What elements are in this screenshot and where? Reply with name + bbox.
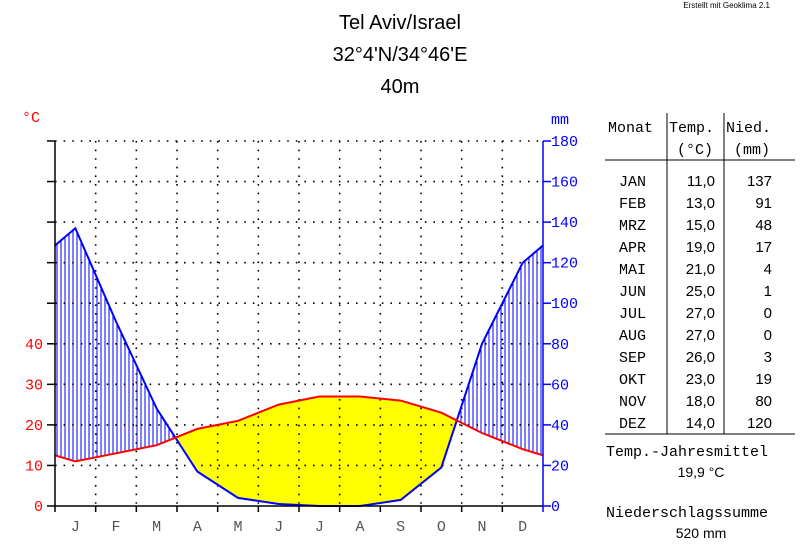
table-temp: 15,0 — [686, 217, 715, 234]
right-tick-label: 80 — [551, 337, 569, 354]
chart-coordinates: 32°4'N/34°46'E — [332, 44, 468, 66]
credit-text: Erstellt mit Geoklima 2.1 — [683, 1, 770, 10]
table-precip: 19 — [755, 371, 772, 388]
right-tick-label: 60 — [551, 377, 569, 394]
table-precip: 48 — [755, 217, 772, 234]
annual-precipitation: Niederschlagssumme 520 mm — [606, 505, 796, 541]
table-temp: 21,0 — [686, 261, 715, 278]
right-tick-label: 180 — [551, 134, 578, 151]
right-tick-label: 40 — [551, 418, 569, 435]
table-month: SEP — [619, 350, 646, 367]
temperature-line — [55, 395, 543, 463]
table-header: Nied. — [726, 120, 771, 137]
table-temp: 23,0 — [686, 371, 715, 388]
table-month: FEB — [619, 196, 646, 213]
annual-temperature: Temp.-Jahresmittel 19,9 °C — [606, 444, 796, 480]
table-temp: 19,0 — [686, 239, 715, 256]
table-temp: 11,0 — [687, 173, 715, 190]
table-precip: 3 — [764, 349, 772, 366]
month-label: F — [111, 519, 120, 536]
right-tick-label: 0 — [551, 499, 560, 516]
table-precip: 4 — [764, 261, 772, 278]
table-temp: 26,0 — [686, 349, 715, 366]
arid-fill — [176, 396, 456, 506]
table-temp: 27,0 — [686, 327, 715, 344]
table-temp: 14,0 — [686, 415, 715, 432]
right-tick-label: 140 — [551, 215, 578, 232]
left-tick-label: 40 — [25, 337, 43, 354]
month-label: S — [396, 519, 405, 536]
table-header: Temp. — [669, 120, 714, 137]
month-label: A — [355, 519, 364, 536]
table-month: MRZ — [619, 218, 646, 235]
month-label: N — [477, 519, 486, 536]
left-tick-label: 10 — [25, 458, 43, 475]
month-label: M — [152, 519, 161, 536]
table-month: DEZ — [619, 416, 646, 433]
right-tick-label: 120 — [551, 256, 578, 273]
left-tick-label: 0 — [34, 499, 43, 516]
month-label: D — [518, 519, 527, 536]
table-month: NOV — [619, 394, 646, 411]
table-temp: 13,0 — [686, 195, 715, 212]
annual-temp-label: Temp.-Jahresmittel — [606, 444, 769, 461]
month-label: J — [71, 519, 80, 536]
table-precip: 137 — [747, 173, 772, 190]
table-header-unit: (mm) — [734, 142, 770, 159]
right-tick-label: 160 — [551, 175, 578, 192]
axis-labels: °C mm 0 10 20 30 40 0 20 40 60 80 100 120 140 160 180 J F M… — [22, 110, 578, 536]
table-precip: 91 — [755, 195, 772, 212]
chart-elevation: 40m — [380, 76, 420, 98]
precipitation-line — [55, 226, 543, 507]
right-axis-unit: mm — [551, 112, 569, 129]
month-label: A — [193, 519, 202, 536]
table-month: JAN — [619, 174, 646, 191]
month-label: O — [437, 519, 446, 536]
table-precip: 17 — [755, 239, 772, 256]
fill-areas — [56, 230, 542, 506]
table-temp: 18,0 — [686, 393, 715, 410]
table-month: AUG — [619, 328, 646, 345]
left-tick-label: 30 — [25, 377, 43, 394]
table-month: APR — [619, 240, 646, 257]
table-precip: 0 — [764, 327, 772, 344]
climate-diagram: °C mm 0 10 20 30 40 0 20 40 60 80 100 120 140 160 180 J F M… — [22, 110, 578, 536]
chart-title: Tel Aviv/Israel — [339, 12, 461, 34]
annual-precip-label: Niederschlagssumme — [606, 505, 769, 522]
left-tick-label: 20 — [25, 418, 43, 435]
annual-temp-value: 19,9 °C — [677, 464, 725, 480]
left-axis-unit: °C — [22, 110, 40, 127]
table-month: JUL — [619, 306, 646, 323]
climate-table: Monat Temp. (°C) Nied. (mm) JAN 11,0 137 FEB 13,0… — [605, 113, 795, 435]
month-label: M — [233, 519, 242, 536]
annual-precip-value: 520 mm — [675, 525, 727, 541]
table-precip: 1 — [764, 283, 772, 300]
month-label: J — [315, 519, 324, 536]
table-header-unit: (°C) — [677, 142, 713, 159]
table-month: MAI — [619, 262, 646, 279]
series-lines — [55, 226, 543, 507]
right-tick-label: 20 — [551, 458, 569, 475]
table-month: OKT — [619, 372, 646, 389]
table-precip: 0 — [764, 305, 772, 322]
table-temp: 27,0 — [686, 305, 715, 322]
table-header: Monat — [608, 120, 653, 137]
table-temp: 25,0 — [686, 283, 715, 300]
grid — [55, 140, 543, 506]
axes — [47, 140, 551, 512]
table-precip: 80 — [755, 393, 772, 410]
table-month: JUN — [619, 284, 646, 301]
right-tick-label: 100 — [551, 296, 578, 313]
table-precip: 120 — [747, 415, 772, 432]
month-label: J — [274, 519, 283, 536]
